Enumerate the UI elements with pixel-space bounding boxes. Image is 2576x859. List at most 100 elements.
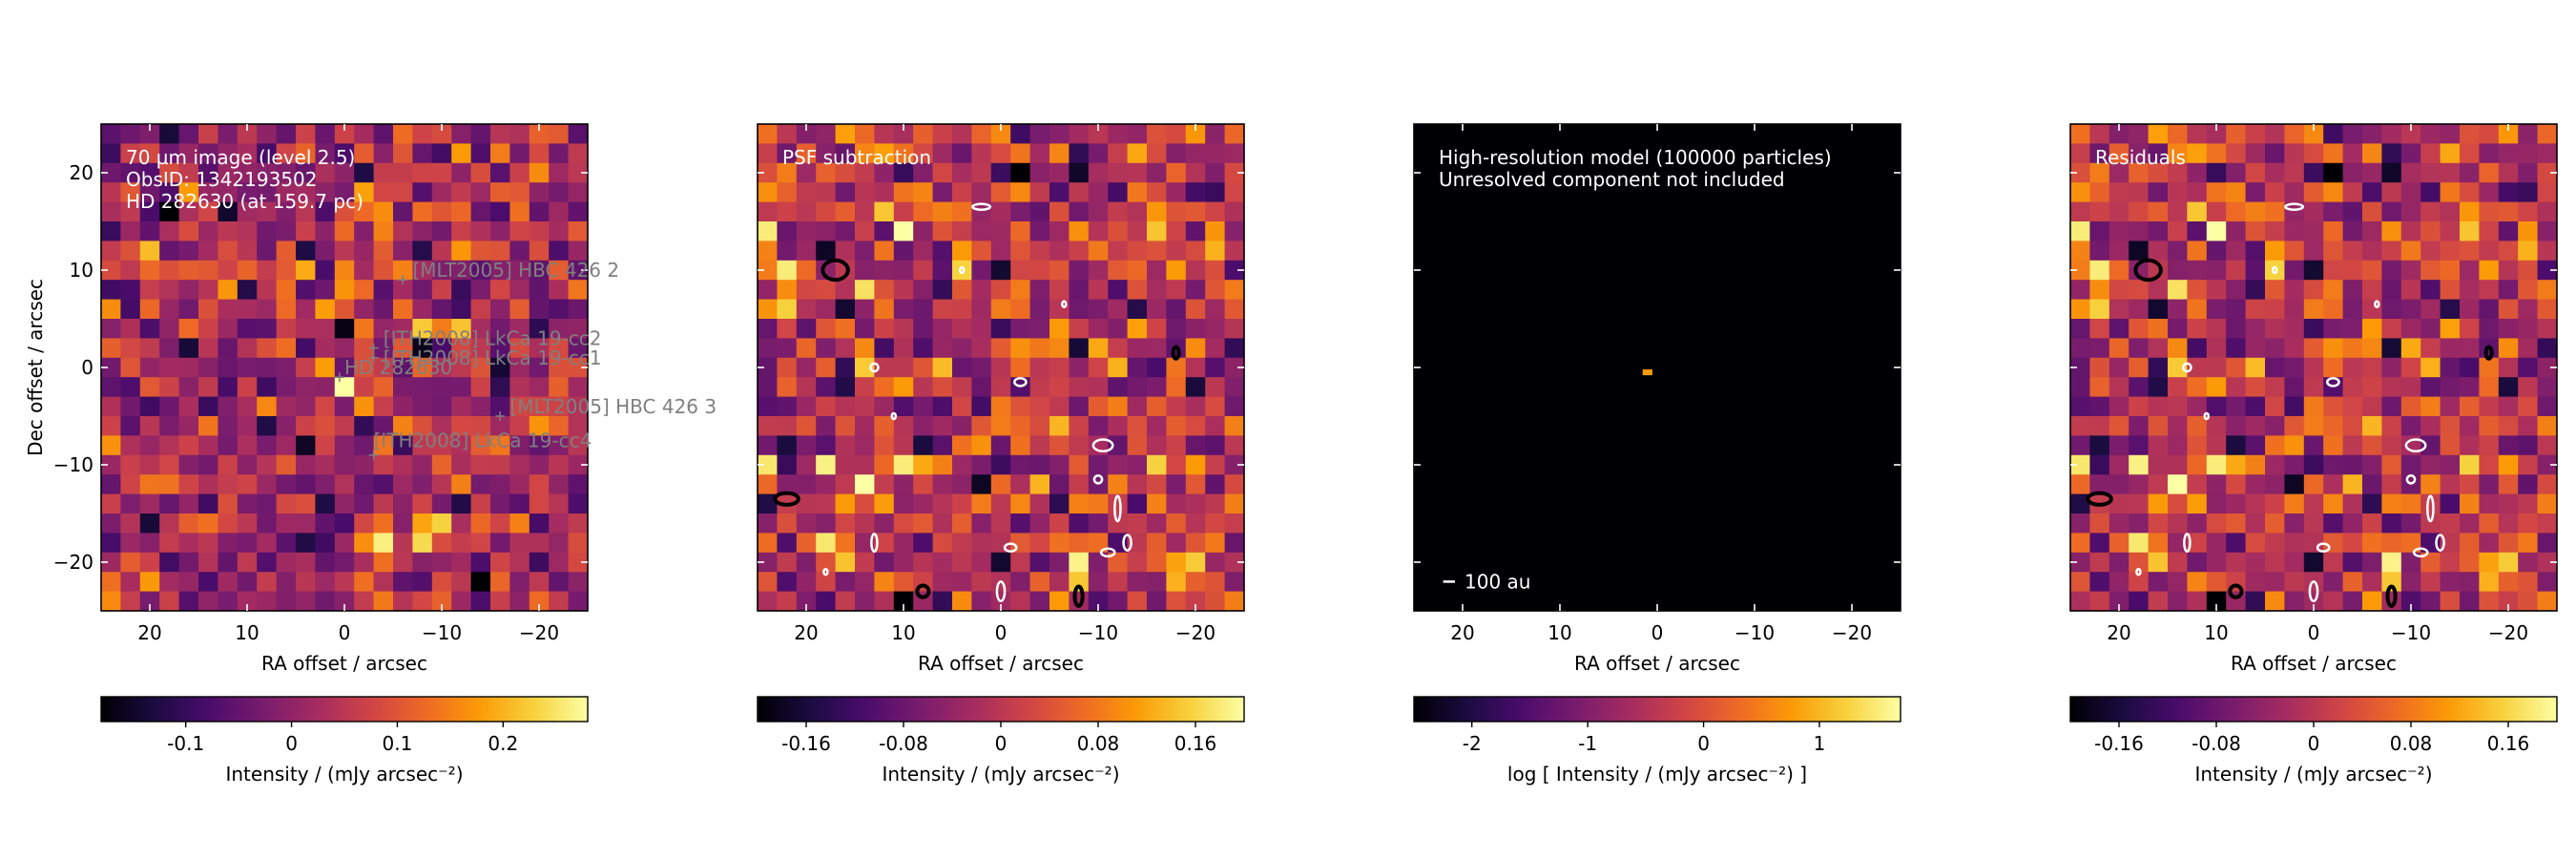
pixel	[2342, 454, 2363, 475]
pixel	[276, 454, 297, 475]
pixel	[315, 201, 336, 222]
pixel	[758, 162, 778, 183]
pixel	[1127, 338, 1148, 359]
pixel	[120, 552, 141, 573]
pixel	[893, 435, 914, 456]
pixel	[1127, 221, 1148, 241]
pixel	[2245, 162, 2266, 183]
pixel	[777, 221, 798, 241]
pixel	[2537, 201, 2557, 222]
pixel	[139, 280, 160, 301]
pixel	[1069, 513, 1090, 534]
contour-negative	[1091, 438, 1114, 452]
pixel	[159, 357, 180, 378]
pixel	[2400, 533, 2421, 554]
pixel	[1088, 493, 1109, 514]
pixel	[2381, 182, 2402, 203]
pixel	[2187, 572, 2208, 593]
pixel	[932, 377, 953, 398]
pixel	[218, 241, 239, 262]
y-tick-label: 0	[81, 356, 93, 379]
pixel	[315, 221, 336, 241]
pixel	[1127, 143, 1148, 164]
pixel	[874, 357, 895, 378]
pixel	[451, 124, 472, 144]
pixel	[373, 533, 394, 554]
pixel	[952, 124, 972, 144]
colorbar-tick-label: 0.1	[383, 732, 413, 755]
pixel	[874, 435, 895, 456]
pixel	[2206, 533, 2227, 554]
pixel	[2089, 474, 2110, 495]
pixel	[2518, 513, 2539, 534]
pixel	[2284, 552, 2305, 573]
pixel	[1224, 319, 1244, 339]
colorbar-tick-label: -0.08	[879, 732, 928, 755]
pixel	[2226, 260, 2247, 281]
pixel	[2129, 124, 2150, 144]
pixel	[1224, 416, 1244, 436]
pixel	[1010, 552, 1031, 573]
pixel	[568, 241, 588, 262]
pixel	[1088, 162, 1109, 183]
pixel	[159, 416, 180, 436]
pixel	[568, 396, 588, 417]
y-axis-label: Dec offset / arcsec	[24, 279, 47, 456]
pixel	[932, 260, 953, 281]
pixel	[2537, 162, 2557, 183]
x-tick-label: 20	[137, 621, 161, 644]
pixel	[470, 299, 491, 320]
contour-negative	[1113, 494, 1122, 523]
pixel	[2381, 201, 2402, 222]
pixel	[1069, 319, 1090, 339]
pixel	[139, 124, 160, 144]
pixel	[296, 299, 316, 320]
pixel	[1069, 162, 1090, 183]
pixel	[354, 416, 375, 436]
pixel	[139, 552, 160, 573]
pixel	[257, 493, 278, 514]
pixel	[198, 221, 218, 241]
pixel	[1029, 454, 1050, 475]
pixel	[470, 416, 491, 436]
pixel	[816, 474, 837, 495]
pixel	[932, 162, 953, 183]
pixel	[237, 201, 258, 222]
pixel	[159, 435, 180, 456]
pixel	[2226, 493, 2247, 514]
pixel	[2518, 552, 2539, 573]
pixel	[2420, 182, 2441, 203]
pixel	[568, 357, 588, 378]
contour-negative	[1099, 547, 1116, 558]
pixel	[237, 513, 258, 534]
pixel	[2323, 493, 2344, 514]
pixel	[2381, 241, 2402, 262]
pixel	[874, 221, 895, 241]
pixel	[1185, 572, 1206, 593]
pixel	[816, 319, 837, 339]
pixel	[237, 493, 258, 514]
pixel	[2400, 454, 2421, 475]
pixel	[257, 357, 278, 378]
pixel	[758, 124, 778, 144]
pixel	[2089, 357, 2110, 378]
pixel	[2168, 241, 2188, 262]
pixel	[874, 280, 895, 301]
pixel	[1166, 493, 1187, 514]
pixel	[412, 241, 433, 262]
pixel	[334, 299, 355, 320]
pixel	[1049, 299, 1070, 320]
pixel	[139, 572, 160, 593]
pixel	[412, 124, 433, 144]
pixel	[835, 260, 856, 281]
pixel	[490, 493, 510, 514]
pixel	[451, 474, 472, 495]
pixel	[1205, 143, 1226, 164]
pixel	[2498, 299, 2519, 320]
pixel	[2381, 162, 2402, 183]
pixel	[2420, 162, 2441, 183]
pixel	[276, 552, 297, 573]
pixel	[2129, 435, 2150, 456]
pixel	[120, 435, 141, 456]
pixel	[315, 357, 336, 378]
